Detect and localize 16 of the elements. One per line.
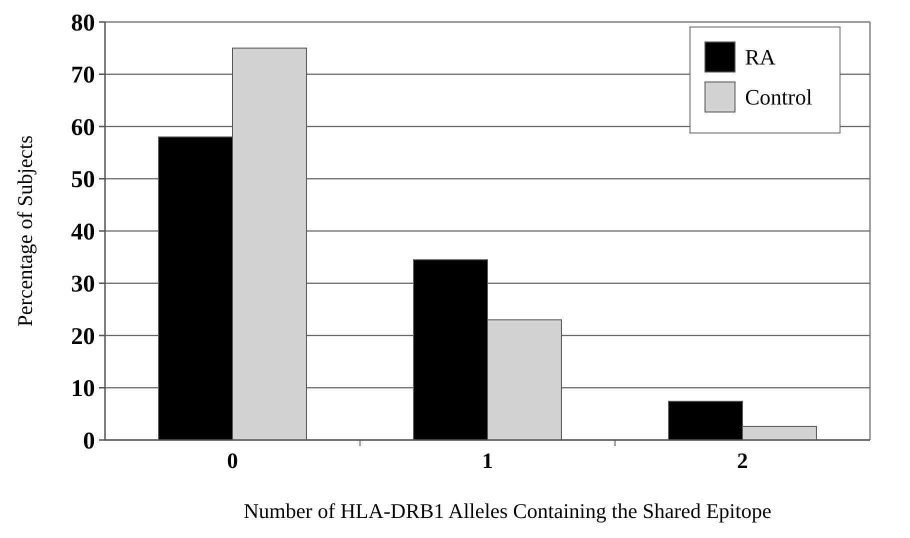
y-tick-label: 80 <box>71 10 95 36</box>
x-tick-label: 0 <box>227 448 238 473</box>
y-tick-label: 60 <box>71 114 95 141</box>
y-tick-label: 30 <box>71 272 95 298</box>
y-tick-label: 0 <box>83 428 95 454</box>
y-tick-label: 70 <box>71 62 95 89</box>
legend-label: Control <box>745 84 812 110</box>
legend-label: RA <box>745 44 776 70</box>
x-tick-label: 1 <box>482 448 493 473</box>
y-axis-title: Percentage of Subjects <box>13 135 37 327</box>
x-axis-title: Number of HLA-DRB1 Alleles Containing the Shared Epitope <box>244 499 772 523</box>
y-tick-label: 10 <box>71 376 95 402</box>
y-tick-label: 40 <box>71 219 95 246</box>
y-tick-label: 20 <box>71 324 95 350</box>
x-tick-label: 2 <box>737 448 748 473</box>
y-tick-label: 50 <box>71 167 95 194</box>
